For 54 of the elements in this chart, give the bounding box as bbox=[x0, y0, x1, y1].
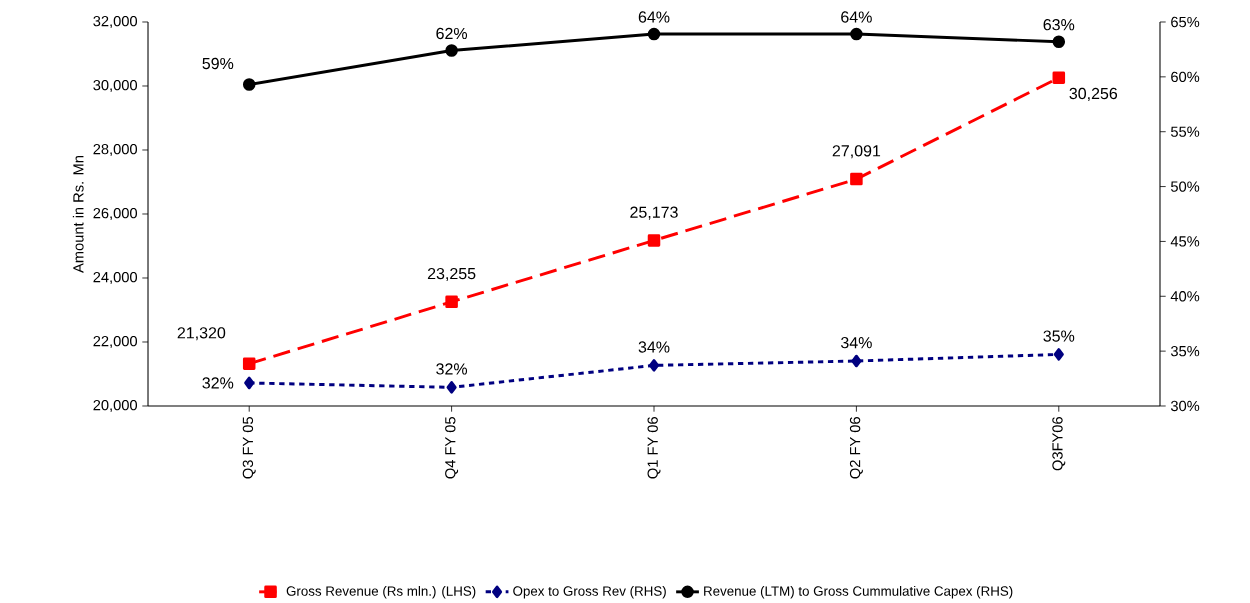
data-label: 35% bbox=[1043, 330, 1075, 342]
data-label: 34% bbox=[840, 336, 872, 349]
point bbox=[850, 172, 863, 186]
y-tick-label: 28,000 bbox=[93, 143, 138, 157]
y2-tick-label: 50% bbox=[1170, 181, 1200, 192]
y-tick-label: 20,000 bbox=[93, 399, 138, 413]
point bbox=[244, 376, 255, 390]
data-label: 64% bbox=[638, 11, 670, 23]
point bbox=[1053, 348, 1064, 361]
point bbox=[850, 27, 863, 41]
x-tick-label: Q4 FY 05 bbox=[445, 417, 459, 479]
data-label: 59% bbox=[202, 57, 234, 70]
point bbox=[647, 234, 661, 247]
point bbox=[647, 27, 661, 41]
data-label: 21,320 bbox=[177, 327, 226, 341]
data-label: 34% bbox=[638, 341, 670, 353]
x-tick-label: Q2 FY 06 bbox=[849, 417, 863, 479]
y2-tick-label: 40% bbox=[1170, 291, 1200, 302]
y2-tick-label: 55% bbox=[1170, 126, 1200, 137]
data-label: 27,091 bbox=[832, 145, 881, 159]
y2-tick-label: 60% bbox=[1171, 71, 1200, 83]
point bbox=[446, 381, 457, 394]
y-tick-label: 24,000 bbox=[93, 271, 138, 285]
point bbox=[1052, 35, 1066, 49]
point bbox=[242, 357, 256, 371]
point bbox=[445, 295, 458, 309]
x-tick-label: Q1 FY 06 bbox=[647, 417, 661, 479]
y-tick-label: 32,000 bbox=[93, 15, 138, 29]
legend-label: Revenue (LTM) to Gross Cummulative Capex (RHS) bbox=[704, 586, 1013, 599]
point bbox=[1052, 71, 1066, 85]
y-tick-label: 26,000 bbox=[93, 207, 138, 221]
point bbox=[445, 44, 458, 57]
data-label: 32% bbox=[436, 363, 468, 375]
data-label: 30,256 bbox=[1069, 87, 1118, 102]
y-axis-title: Amount in Rs. Mn bbox=[72, 156, 84, 273]
y2-tick-label: 65% bbox=[1171, 16, 1200, 28]
legend-label: Opex to Gross Rev (RHS) bbox=[513, 586, 666, 599]
point bbox=[851, 354, 862, 368]
data-label: 62% bbox=[436, 27, 468, 40]
data-label: 63% bbox=[1043, 19, 1075, 31]
x-tick-label: Q3 FY 05 bbox=[242, 417, 256, 479]
data-label: 23,255 bbox=[427, 267, 476, 282]
data-label: 32% bbox=[202, 377, 234, 389]
y2-tick-label: 35% bbox=[1170, 345, 1200, 357]
legend-label: Gross Revenue (Rs mln.) (LHS) bbox=[286, 586, 476, 599]
y-tick-label: 30,000 bbox=[93, 79, 138, 93]
y2-tick-label: 30% bbox=[1170, 400, 1200, 412]
y-tick-label: 22,000 bbox=[93, 335, 138, 349]
data-label: 25,173 bbox=[630, 206, 678, 220]
y2-tick-label: 45% bbox=[1170, 236, 1200, 247]
data-label: 64% bbox=[841, 11, 872, 23]
point bbox=[242, 78, 256, 91]
x-tick-label: Q3FY06 bbox=[1052, 417, 1066, 471]
point bbox=[648, 359, 660, 372]
